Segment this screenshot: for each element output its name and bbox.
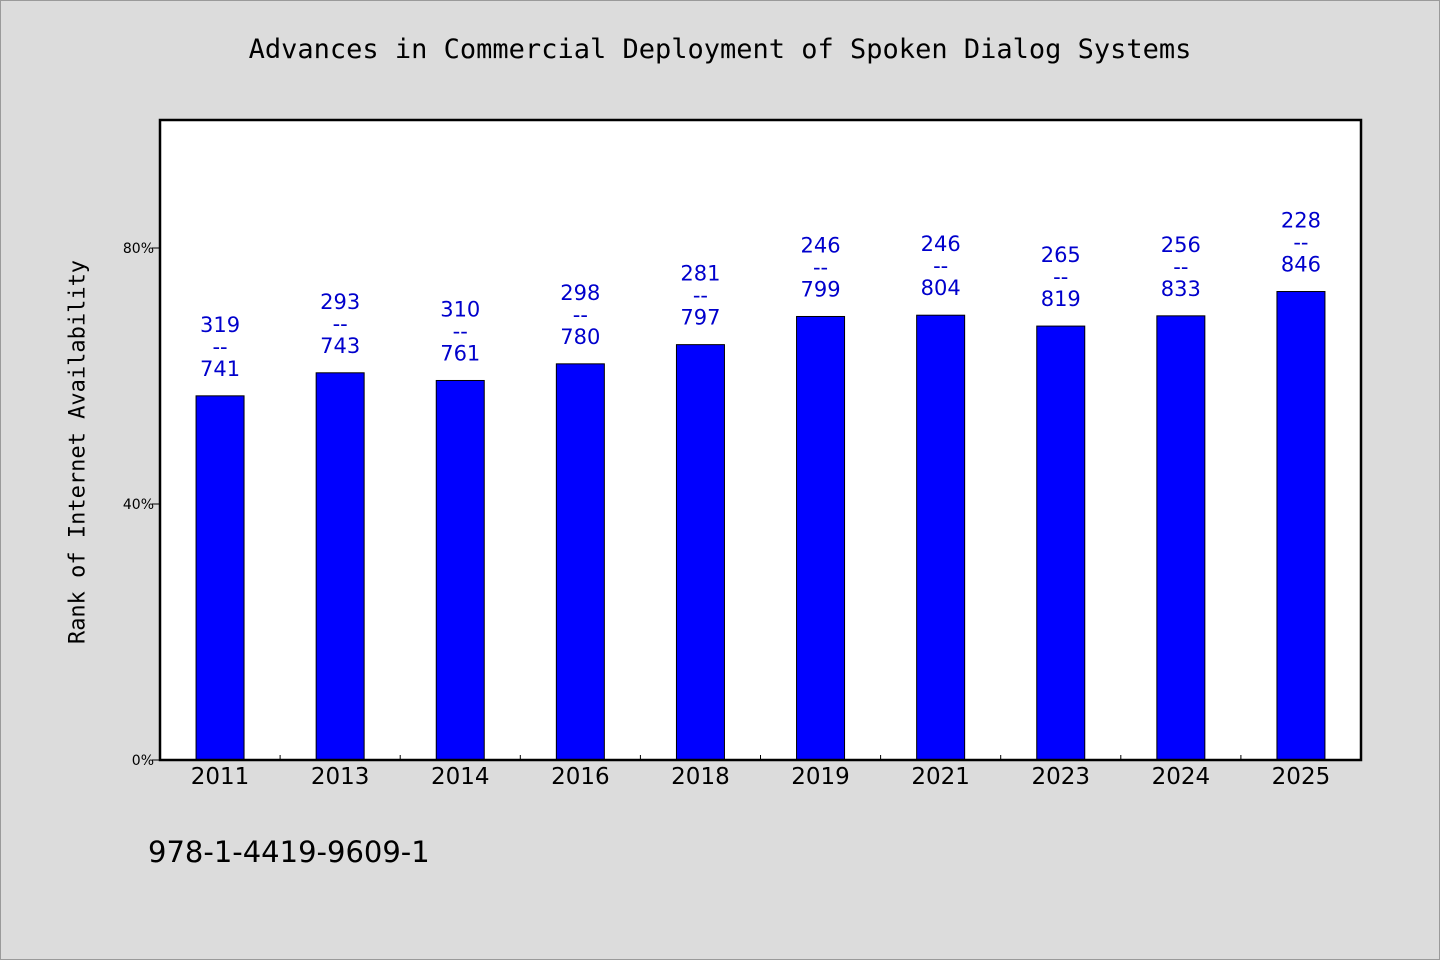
isbn-footer: 978-1-4419-9609-1 bbox=[148, 835, 430, 869]
data-label: 265 bbox=[1041, 243, 1081, 267]
data-label: -- bbox=[813, 255, 828, 279]
bar bbox=[1276, 291, 1326, 761]
data-label: 310 bbox=[440, 297, 480, 321]
data-label: -- bbox=[1293, 231, 1308, 255]
data-label: 761 bbox=[440, 341, 480, 365]
x-tick-label: 2018 bbox=[671, 764, 730, 790]
x-tick-label: 2024 bbox=[1152, 764, 1211, 790]
data-label: -- bbox=[573, 303, 588, 327]
bar bbox=[195, 395, 245, 761]
data-label: -- bbox=[333, 312, 348, 336]
x-tick-label: 2016 bbox=[551, 764, 610, 790]
data-label: 256 bbox=[1161, 233, 1201, 257]
data-label: 780 bbox=[560, 325, 600, 349]
x-tick-label: 2025 bbox=[1272, 764, 1331, 790]
x-tick-label: 2023 bbox=[1031, 764, 1090, 790]
x-tick-label: 2013 bbox=[311, 764, 370, 790]
data-label: -- bbox=[1173, 255, 1188, 279]
bar bbox=[675, 344, 725, 761]
data-label: 819 bbox=[1041, 287, 1081, 311]
data-label: -- bbox=[1053, 265, 1068, 289]
x-tick-label: 2014 bbox=[431, 764, 490, 790]
y-tick-label: 0% bbox=[132, 753, 154, 769]
y-tick-label: 40% bbox=[123, 497, 154, 513]
data-label: 743 bbox=[320, 334, 360, 358]
bar bbox=[916, 314, 966, 761]
data-label: -- bbox=[453, 319, 468, 343]
x-tick-label: 2019 bbox=[791, 764, 850, 790]
data-label: -- bbox=[212, 335, 227, 359]
bar bbox=[796, 315, 846, 761]
bar bbox=[1156, 315, 1206, 761]
data-label: -- bbox=[693, 284, 708, 308]
bar bbox=[1036, 325, 1086, 761]
x-tick-label: 2011 bbox=[191, 764, 250, 790]
x-tick-label: 2021 bbox=[911, 764, 970, 790]
bar bbox=[435, 379, 485, 761]
data-label: 293 bbox=[320, 290, 360, 314]
data-label: 797 bbox=[680, 306, 720, 330]
y-tick-label: 80% bbox=[123, 241, 154, 257]
data-label: 228 bbox=[1281, 209, 1321, 233]
data-label: 833 bbox=[1161, 277, 1201, 301]
data-label: 804 bbox=[921, 276, 961, 300]
data-label: -- bbox=[933, 254, 948, 278]
data-label: 741 bbox=[200, 357, 240, 381]
data-label: 799 bbox=[801, 277, 841, 301]
data-label: 298 bbox=[560, 281, 600, 305]
data-label: 246 bbox=[801, 233, 841, 257]
bar bbox=[315, 372, 365, 761]
data-label: 246 bbox=[921, 232, 961, 256]
data-label: 846 bbox=[1281, 253, 1321, 277]
data-label: 319 bbox=[200, 313, 240, 337]
bar bbox=[555, 363, 605, 761]
chart-title: Advances in Commercial Deployment of Spo… bbox=[248, 34, 1192, 65]
plot-border bbox=[158, 118, 1363, 762]
data-label: 281 bbox=[680, 262, 720, 286]
